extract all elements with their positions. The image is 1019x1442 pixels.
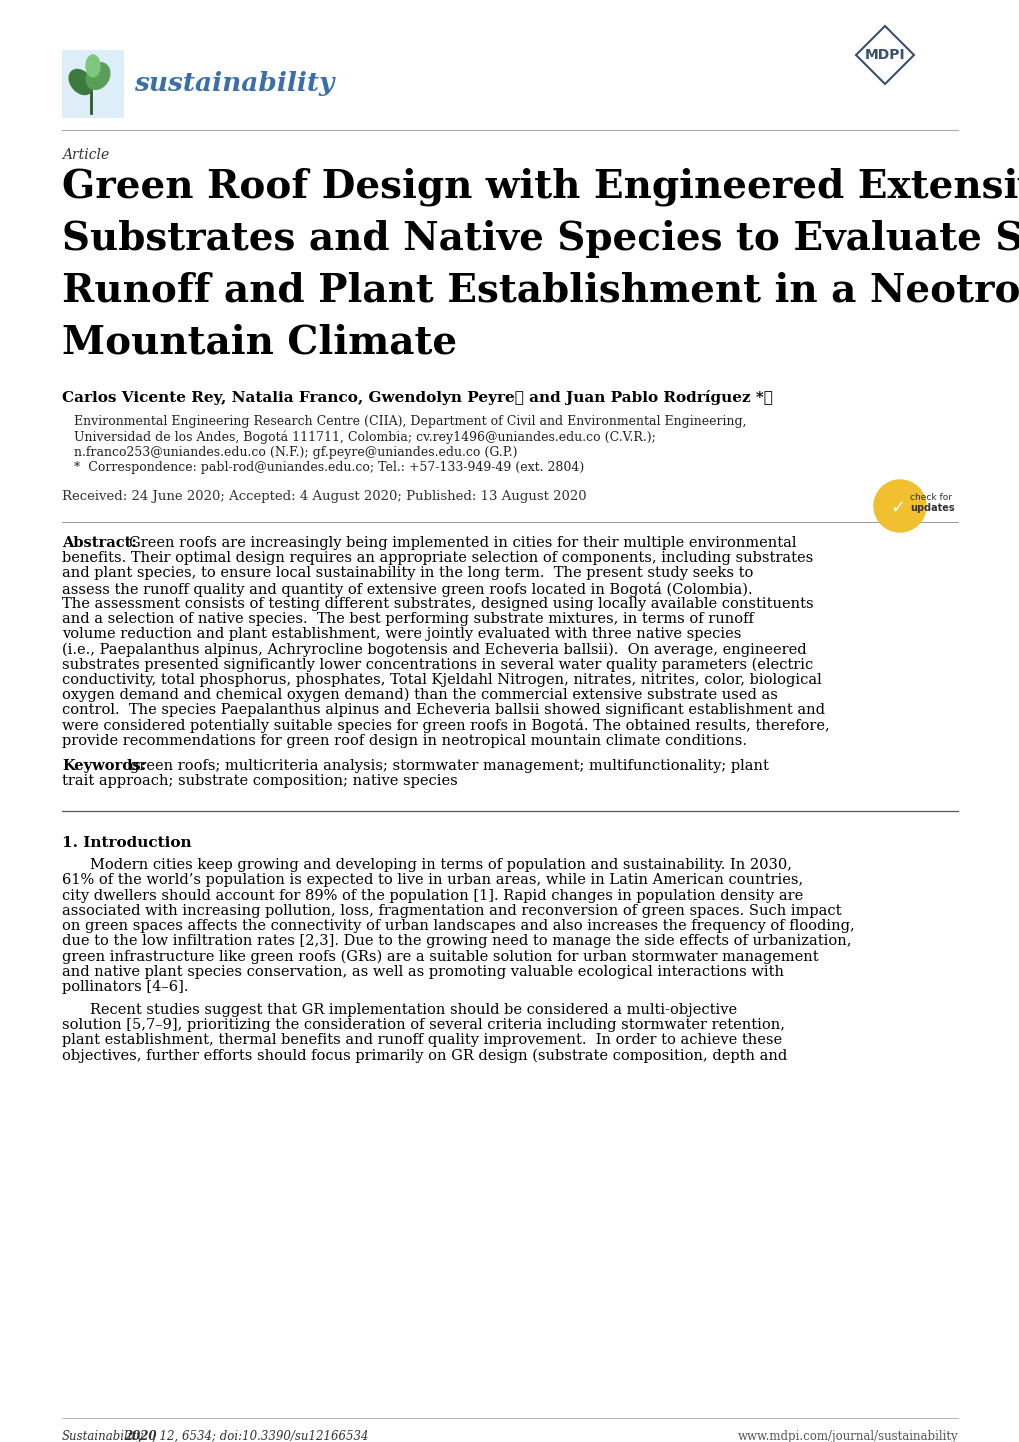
- Text: Green roofs are increasingly being implemented in cities for their multiple envi: Green roofs are increasingly being imple…: [128, 536, 796, 549]
- Text: and native plant species conservation, as well as promoting valuable ecological : and native plant species conservation, a…: [62, 965, 784, 979]
- Text: trait approach; substrate composition; native species: trait approach; substrate composition; n…: [62, 774, 458, 787]
- Text: provide recommendations for green roof design in neotropical mountain climate co: provide recommendations for green roof d…: [62, 734, 746, 747]
- Text: were considered potentially suitable species for green roofs in Bogotá. The obta: were considered potentially suitable spe…: [62, 718, 828, 734]
- Text: Green Roof Design with Engineered Extensive: Green Roof Design with Engineered Extens…: [62, 169, 1019, 206]
- Text: oxygen demand and chemical oxygen demand) than the commercial extensive substrat: oxygen demand and chemical oxygen demand…: [62, 688, 777, 702]
- Text: Article: Article: [62, 149, 109, 162]
- Text: MDPI: MDPI: [864, 48, 905, 62]
- Text: check for: check for: [909, 493, 951, 502]
- Text: and plant species, to ensure local sustainability in the long term.  The present: and plant species, to ensure local susta…: [62, 567, 753, 580]
- Text: sustainability: sustainability: [133, 72, 334, 97]
- Text: 1. Introduction: 1. Introduction: [62, 836, 192, 851]
- Text: Modern cities keep growing and developing in terms of population and sustainabil: Modern cities keep growing and developin…: [90, 858, 791, 872]
- Polygon shape: [855, 26, 913, 84]
- Text: Universidad de los Andes, Bogotá 111711, Colombia; cv.rey1496@uniandes.edu.co (C: Universidad de los Andes, Bogotá 111711,…: [74, 431, 655, 444]
- Text: *  Correspondence: pabl-rod@uniandes.edu.co; Tel.: +57-133-949-49 (ext. 2804): * Correspondence: pabl-rod@uniandes.edu.…: [74, 461, 584, 474]
- Text: conductivity, total phosphorus, phosphates, Total Kjeldahl Nitrogen, nitrates, n: conductivity, total phosphorus, phosphat…: [62, 673, 821, 686]
- Text: substrates presented significantly lower concentrations in several water quality: substrates presented significantly lower…: [62, 658, 812, 672]
- Text: due to the low infiltration rates [2,3]. Due to the growing need to manage the s: due to the low infiltration rates [2,3].…: [62, 934, 851, 949]
- FancyBboxPatch shape: [62, 50, 124, 118]
- Text: green infrastructure like green roofs (GRs) are a suitable solution for urban st: green infrastructure like green roofs (G…: [62, 949, 818, 963]
- Text: and a selection of native species.  The best performing substrate mixtures, in t: and a selection of native species. The b…: [62, 611, 753, 626]
- Text: objectives, further efforts should focus primarily on GR design (substrate compo: objectives, further efforts should focus…: [62, 1048, 787, 1063]
- Text: ✓: ✓: [890, 499, 905, 518]
- Text: Mountain Climate: Mountain Climate: [62, 324, 457, 362]
- Circle shape: [873, 480, 925, 532]
- Text: Received: 24 June 2020; Accepted: 4 August 2020; Published: 13 August 2020: Received: 24 June 2020; Accepted: 4 Augu…: [62, 490, 586, 503]
- Text: associated with increasing pollution, loss, fragmentation and reconversion of gr: associated with increasing pollution, lo…: [62, 904, 841, 917]
- Ellipse shape: [86, 62, 110, 89]
- Text: Recent studies suggest that GR implementation should be considered a multi-objec: Recent studies suggest that GR implement…: [90, 1004, 737, 1017]
- Text: control.  The species Paepalanthus alpinus and Echeveria ballsii showed signific: control. The species Paepalanthus alpinu…: [62, 704, 824, 717]
- Text: plant establishment, thermal benefits and runoff quality improvement.  In order : plant establishment, thermal benefits an…: [62, 1034, 782, 1047]
- Text: Sustainability: Sustainability: [62, 1430, 144, 1442]
- Text: , 12, 6534; doi:10.3390/su12166534: , 12, 6534; doi:10.3390/su12166534: [152, 1430, 368, 1442]
- Text: green roofs; multicriteria analysis; stormwater management; multifunctionality; : green roofs; multicriteria analysis; sto…: [129, 758, 768, 773]
- Text: The assessment consists of testing different substrates, designed using locally : The assessment consists of testing diffe…: [62, 597, 813, 611]
- Text: solution [5,7–9], prioritizing the consideration of several criteria including s: solution [5,7–9], prioritizing the consi…: [62, 1018, 785, 1032]
- Text: volume reduction and plant establishment, were jointly evaluated with three nati: volume reduction and plant establishment…: [62, 627, 741, 642]
- Text: Environmental Engineering Research Centre (CIIA), Department of Civil and Enviro: Environmental Engineering Research Centr…: [74, 415, 746, 428]
- Text: Runoff and Plant Establishment in a Neotropical: Runoff and Plant Establishment in a Neot…: [62, 273, 1019, 310]
- Text: Keywords:: Keywords:: [62, 758, 146, 773]
- Ellipse shape: [69, 69, 93, 95]
- Text: (i.e., Paepalanthus alpinus, Achryrocline bogotensis and Echeveria ballsii).  On: (i.e., Paepalanthus alpinus, Achryroclin…: [62, 642, 806, 656]
- Ellipse shape: [86, 55, 100, 76]
- Text: on green spaces affects the connectivity of urban landscapes and also increases : on green spaces affects the connectivity…: [62, 919, 854, 933]
- Text: assess the runoff quality and quantity of extensive green roofs located in Bogot: assess the runoff quality and quantity o…: [62, 581, 752, 597]
- Text: benefits. Their optimal design requires an appropriate selection of components, : benefits. Their optimal design requires …: [62, 551, 812, 565]
- Text: Substrates and Native Species to Evaluate Stormwater: Substrates and Native Species to Evaluat…: [62, 221, 1019, 258]
- Text: Carlos Vicente Rey, Natalia Franco, Gwendolyn Peyreⓓ and Juan Pablo Rodríguez *ⓓ: Carlos Vicente Rey, Natalia Franco, Gwen…: [62, 389, 772, 405]
- Text: www.mdpi.com/journal/sustainability: www.mdpi.com/journal/sustainability: [737, 1430, 957, 1442]
- Text: 2020: 2020: [124, 1430, 156, 1442]
- Text: n.franco253@uniandes.edu.co (N.F.); gf.peyre@uniandes.edu.co (G.P.): n.franco253@uniandes.edu.co (N.F.); gf.p…: [74, 446, 517, 459]
- Text: 61% of the world’s population is expected to live in urban areas, while in Latin: 61% of the world’s population is expecte…: [62, 874, 803, 887]
- Text: city dwellers should account for 89% of the population [1]. Rapid changes in pop: city dwellers should account for 89% of …: [62, 888, 803, 903]
- Text: pollinators [4–6].: pollinators [4–6].: [62, 979, 189, 994]
- Text: updates: updates: [909, 503, 954, 513]
- Text: Abstract:: Abstract:: [62, 536, 137, 549]
